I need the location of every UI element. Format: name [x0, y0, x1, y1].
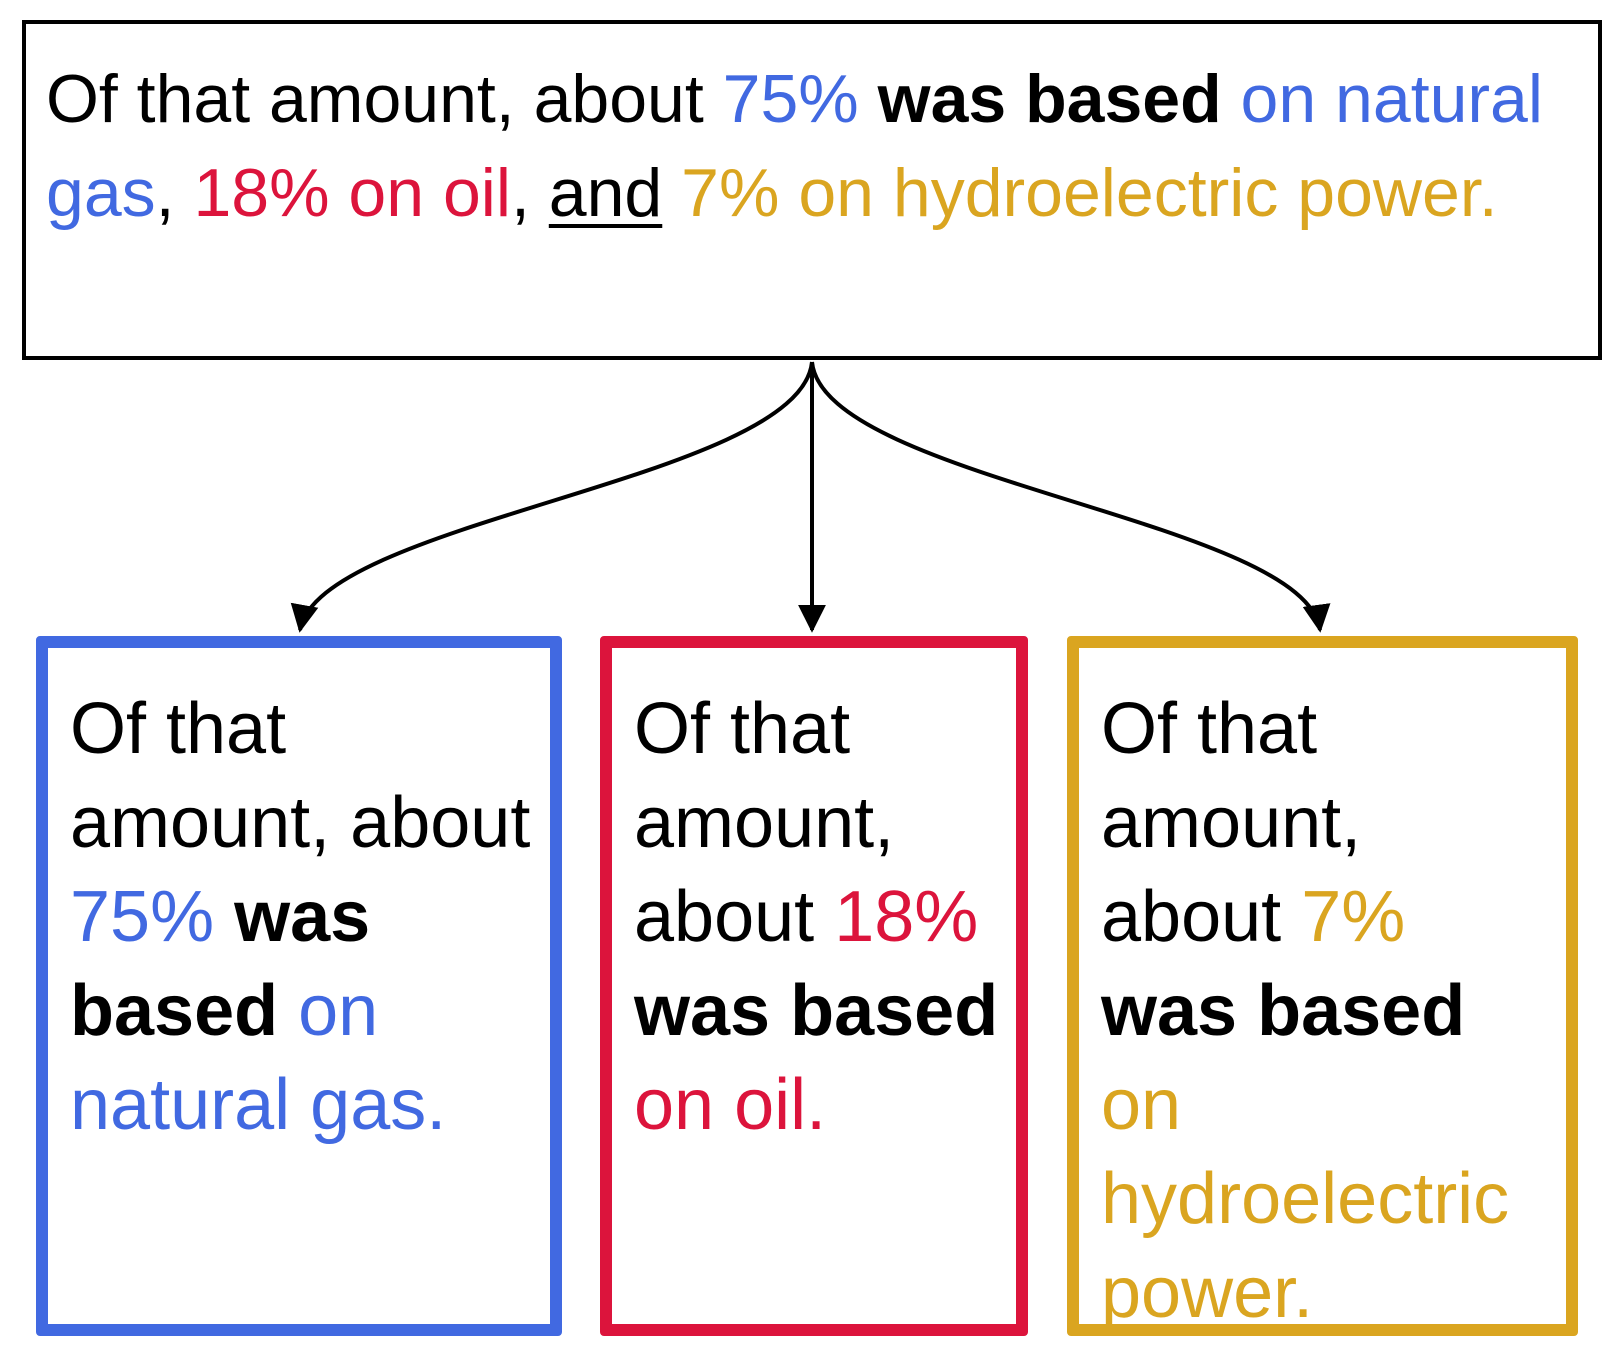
child-oil-tail: on oil.	[634, 1065, 827, 1145]
gas-phrase: on natural gas	[46, 61, 1543, 231]
child-sentence-oil: Of that amount, about 18% was based on o…	[634, 689, 999, 1145]
child-box-oil: Of that amount, about 18% was based on o…	[600, 636, 1028, 1336]
child-box-gas: Of that amount, about 75% was based on n…	[36, 636, 562, 1336]
child-oil-bold: was based	[634, 971, 999, 1051]
child-gas-tail: on natural gas.	[70, 971, 447, 1145]
oil-phrase: 18% on oil	[193, 155, 511, 231]
arrow-to-gas	[290, 361, 814, 633]
child-gas-percentage: 75%	[70, 877, 215, 957]
conjunction-and: and	[548, 155, 663, 231]
child-hydro-percentage: 7%	[1301, 877, 1406, 957]
source-sentence: Of that amount, about 75% was based on n…	[46, 61, 1543, 231]
child-sentence-gas: Of that amount, about 75% was based on n…	[70, 689, 531, 1145]
source-lead: Of that amount, about	[46, 61, 723, 137]
child-hydro-bold: was based	[1101, 971, 1466, 1051]
child-sentence-hydro: Of that amount, about 7% was based on hy…	[1101, 689, 1510, 1333]
child-oil-percentage: 18%	[834, 877, 979, 957]
child-hydro-tail: on hydroelectric power.	[1101, 1065, 1510, 1333]
hydro-phrase: 7% on hydroelectric power.	[681, 155, 1498, 231]
predicate-bold: was based	[877, 61, 1222, 137]
arrow-to-hydro	[810, 361, 1331, 633]
child-gas-bold: was based	[70, 877, 371, 1051]
source-sentence-box: Of that amount, about 75% was based on n…	[22, 20, 1602, 360]
child-box-hydro: Of that amount, about 7% was based on hy…	[1067, 636, 1578, 1336]
gas-percentage: 75%	[722, 61, 859, 137]
